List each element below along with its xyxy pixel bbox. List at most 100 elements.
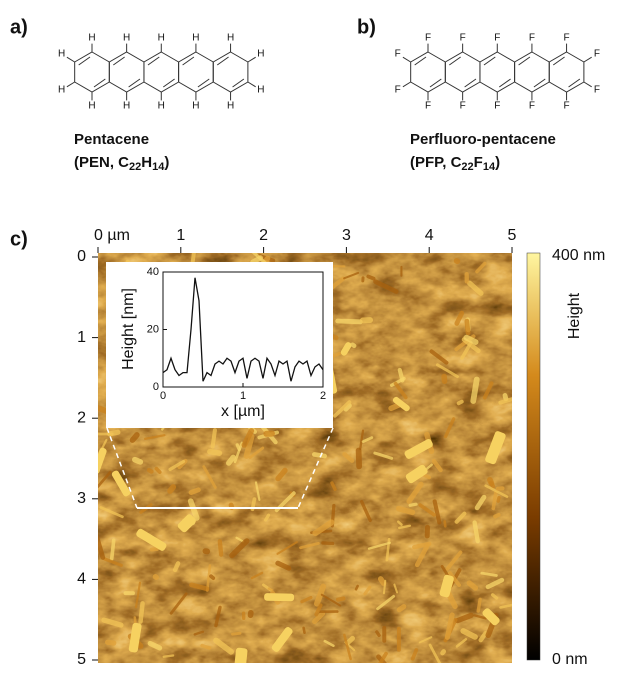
- x-tick-label: 3: [342, 227, 351, 244]
- atom-label: H: [58, 85, 65, 96]
- afm-flake: [397, 627, 401, 652]
- panel-label: c): [10, 228, 28, 250]
- figure: a) b) c) Pentacene (PEN, C22H14) Perfluo…: [0, 0, 619, 669]
- afm-flake: [425, 525, 430, 539]
- formula-part: 22: [461, 161, 473, 173]
- molecule-formula: (PEN, C22H14): [74, 154, 169, 173]
- ring: [213, 52, 248, 92]
- bond: [403, 82, 411, 87]
- inset-y-label: Height [nm]: [120, 288, 137, 370]
- ring: [411, 52, 446, 92]
- ring: [445, 52, 480, 92]
- atom-label: F: [529, 33, 535, 44]
- bond: [584, 57, 592, 62]
- atom-label: H: [58, 49, 65, 60]
- atom-label: F: [425, 33, 431, 44]
- formula-part: ): [164, 154, 169, 171]
- atom-label: H: [227, 33, 234, 44]
- ring: [515, 52, 550, 92]
- afm-flake: [382, 626, 386, 643]
- inset-x-tick-label: 1: [240, 390, 246, 402]
- atom-label: F: [460, 101, 466, 112]
- inset-x-tick-label: 2: [320, 390, 326, 402]
- bond: [67, 57, 75, 62]
- y-tick-label: 3: [77, 490, 86, 507]
- x-tick-label: 5: [508, 227, 517, 244]
- colorbar-min: 0 nm: [552, 651, 588, 668]
- colorbar: [527, 253, 540, 660]
- atom-label: H: [257, 85, 264, 96]
- ring: [109, 52, 144, 92]
- afm-flake: [263, 431, 275, 437]
- panel-label: a): [10, 16, 28, 38]
- atom-label: F: [594, 85, 600, 96]
- atom-label: F: [564, 33, 570, 44]
- formula-part: 22: [129, 161, 141, 173]
- formula-part: ): [495, 154, 500, 171]
- bond: [403, 57, 411, 62]
- atom-label: F: [594, 49, 600, 60]
- formula-part: 14: [483, 161, 496, 173]
- inset-y-tick-label: 40: [147, 266, 159, 278]
- molecule-name: Perfluoro-pentacene: [410, 131, 556, 148]
- formula-part: (PFP, C: [410, 154, 462, 171]
- ring: [179, 52, 214, 92]
- atom-label: F: [494, 33, 500, 44]
- afm-flake: [242, 611, 246, 620]
- atom-label: H: [158, 33, 165, 44]
- x-tick-label: 1: [176, 227, 185, 244]
- atom-label: F: [529, 101, 535, 112]
- ring: [144, 52, 179, 92]
- afm-flake: [464, 272, 468, 284]
- y-tick-label: 1: [77, 329, 86, 346]
- molecule-name: Pentacene: [74, 131, 149, 148]
- bond: [248, 82, 256, 87]
- afm-flake: [361, 276, 364, 282]
- inset-x-tick-label: 0: [160, 390, 166, 402]
- afm-flake: [360, 317, 374, 324]
- atom-label: F: [564, 101, 570, 112]
- x-tick-label: 2: [259, 227, 268, 244]
- ring: [480, 52, 515, 92]
- panel-label: b): [357, 16, 376, 38]
- bond: [584, 82, 592, 87]
- atom-label: F: [395, 49, 401, 60]
- colorbar-max: 400 nm: [552, 247, 605, 264]
- inset-y-tick-label: 0: [153, 381, 159, 393]
- formula-part: F: [474, 154, 483, 171]
- atom-label: F: [395, 85, 401, 96]
- afm-flake: [335, 318, 363, 324]
- atom-label: F: [494, 101, 500, 112]
- colorbar-title: Height: [566, 292, 583, 339]
- inset-background: [106, 262, 333, 428]
- atom-label: H: [158, 101, 165, 112]
- bond: [67, 82, 75, 87]
- x-tick-label: 0 µm: [94, 227, 130, 244]
- atom-label: H: [123, 101, 130, 112]
- formula-part: H: [141, 154, 152, 171]
- bond: [248, 57, 256, 62]
- atom-label: H: [192, 101, 199, 112]
- afm-flake: [400, 266, 402, 277]
- afm-crystal: [264, 593, 294, 601]
- afm-flake: [123, 591, 135, 595]
- atom-label: F: [425, 101, 431, 112]
- inset-x-label: x [µm]: [221, 403, 265, 420]
- atom-label: H: [257, 49, 264, 60]
- y-tick-label: 4: [77, 571, 86, 588]
- afm-flake: [356, 448, 362, 470]
- ring: [549, 52, 584, 92]
- y-tick-label: 0: [77, 248, 86, 265]
- atom-label: H: [123, 33, 130, 44]
- atom-label: H: [88, 101, 95, 112]
- ring: [75, 52, 110, 92]
- x-tick-label: 4: [425, 227, 434, 244]
- afm-flake: [496, 486, 505, 491]
- atom-label: H: [227, 101, 234, 112]
- afm-flake: [319, 610, 339, 613]
- atom-label: F: [460, 33, 466, 44]
- molecule-formula: (PFP, C22F14): [410, 154, 500, 173]
- formula-part: (PEN, C: [74, 154, 129, 171]
- y-tick-label: 5: [77, 651, 86, 668]
- atom-label: H: [88, 33, 95, 44]
